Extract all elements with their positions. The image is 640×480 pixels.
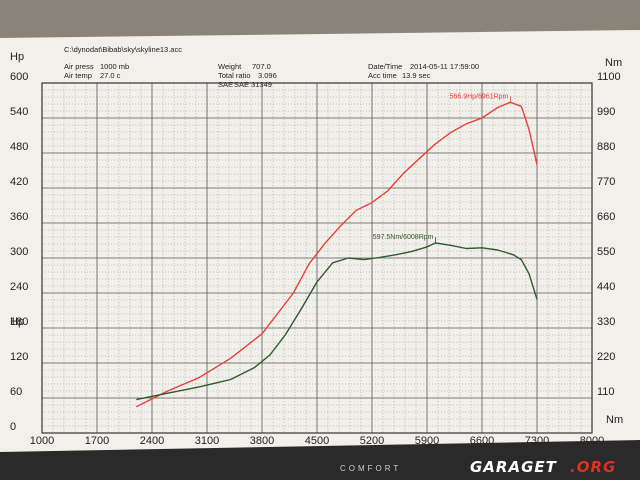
x-tick-label: 2400 <box>140 435 164 447</box>
datetime-label: Date/Time <box>368 62 402 71</box>
y-right-tick-label: 990 <box>597 106 615 118</box>
y-left-tick-label: 120 <box>10 351 28 363</box>
peak-labels: 566.9Hp/6961Rpm 597.5Nm/6008Rpm <box>373 93 511 244</box>
air-press-label: Air press <box>64 62 94 71</box>
y-right-unit-bottom: Nm <box>606 414 623 426</box>
y-left-tick-label: 60 <box>10 386 22 398</box>
air-temp-value: 27.0 c <box>100 71 121 80</box>
total-ratio-value: 3.096 <box>258 71 277 80</box>
acc-time-label: Acc time <box>368 71 397 80</box>
y-left-tick-label: 360 <box>10 211 28 223</box>
y-left-tick-label: 540 <box>10 106 28 118</box>
hp-curve <box>135 101 538 408</box>
y-left-tick-label: 300 <box>10 246 28 258</box>
y-right-tick-labels: 110 220 330 440 550 660 770 880 990 1100 <box>597 71 621 398</box>
air-temp-label: Air temp <box>64 71 92 80</box>
y-left-tick-label: 180 <box>10 316 28 328</box>
x-tick-label: 4500 <box>305 435 329 447</box>
footer-text: COMFORT <box>340 464 401 473</box>
datetime-value: 2014-05-11 17:59:00 <box>410 62 479 71</box>
y-left-tick-label: 0 <box>10 421 16 433</box>
weight-value: 707.0 <box>252 62 271 71</box>
x-tick-label: 3800 <box>250 435 274 447</box>
x-tick-label: 1000 <box>30 435 54 447</box>
y-left-unit: Hp <box>10 51 24 63</box>
x-tick-label: 5900 <box>415 435 439 447</box>
y-right-tick-label: 220 <box>597 351 615 363</box>
watermark: GARAGET .ORG <box>470 458 616 476</box>
y-right-unit: Nm <box>605 57 622 69</box>
y-right-tick-label: 110 <box>597 386 615 398</box>
y-right-tick-label: 440 <box>597 281 615 293</box>
y-left-unit-mid: Hp <box>10 316 24 328</box>
sae-label: SAE <box>218 80 233 89</box>
x-tick-labels: 1000 1700 2400 3100 3800 4500 5200 5900 6600 7300… <box>30 435 604 447</box>
y-right-tick-label: 880 <box>597 141 615 153</box>
y-right-tick-label: 660 <box>597 211 615 223</box>
y-left-tick-label: 480 <box>10 141 28 153</box>
hp-peak-label: 566.9Hp/6961Rpm <box>450 93 509 100</box>
torque-curve <box>136 242 538 401</box>
watermark-brand: GARAGET <box>470 458 558 476</box>
y-right-tick-label: 330 <box>597 316 615 328</box>
y-left-tick-label: 240 <box>10 281 28 293</box>
air-press-value: 1000 mb <box>100 62 129 71</box>
acc-time-value: 13.9 sec <box>402 71 431 80</box>
file-path: C:\dynodat\Bibab\sky\skyline13.acc <box>64 45 182 54</box>
y-right-tick-label: 550 <box>597 246 615 258</box>
x-tick-label: 6600 <box>470 435 494 447</box>
watermark-suffix: .ORG <box>570 458 616 476</box>
y-left-tick-label: 600 <box>10 71 28 83</box>
x-tick-label: 3100 <box>195 435 219 447</box>
y-left-tick-labels: 0 60 120 180 240 300 360 420 480 540 600 <box>10 71 28 433</box>
header-block: C:\dynodat\Bibab\sky\skyline13.acc Air p… <box>64 45 479 89</box>
footer-strip <box>0 440 640 480</box>
x-tick-label: 8000 <box>580 435 604 447</box>
total-ratio-label: Total ratio <box>218 71 251 80</box>
sae-value: SAE 31349 <box>234 80 272 89</box>
torque-peak-label: 597.5Nm/6008Rpm <box>373 234 434 241</box>
y-right-tick-label: 770 <box>597 176 615 188</box>
y-right-tick-label: 1100 <box>597 71 621 83</box>
x-tick-label: 5200 <box>360 435 384 447</box>
x-tick-label: 7300 <box>525 435 549 447</box>
plot-grid <box>41 82 593 434</box>
y-left-tick-label: 420 <box>10 176 28 188</box>
weight-label: Weight <box>218 62 242 71</box>
x-tick-label: 1700 <box>85 435 109 447</box>
plot-frame <box>41 82 593 434</box>
series-lines <box>135 101 538 408</box>
